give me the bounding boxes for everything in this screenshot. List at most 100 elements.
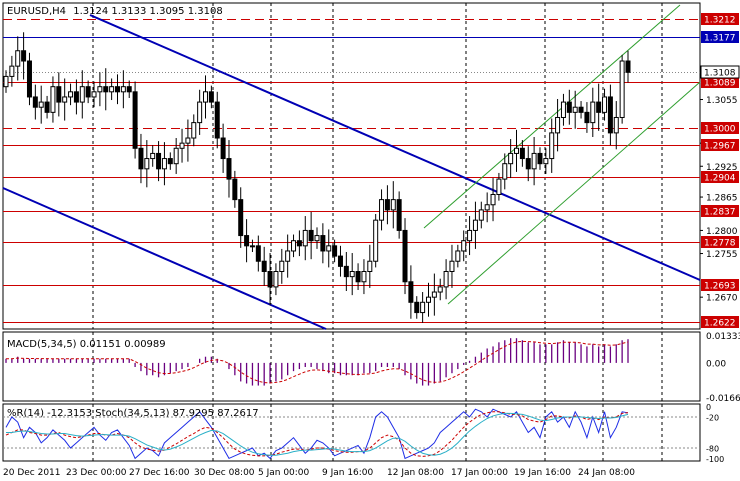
price-bar-body — [619, 60, 625, 118]
time-gridlines — [2, 3, 663, 461]
channel-upper-line — [423, 4, 681, 229]
price-bar-body — [449, 260, 455, 273]
price-bar-body — [455, 250, 461, 262]
time-tick-label: 20 Dec 2011 — [3, 468, 61, 478]
price-tick-label: 1.2800 — [706, 227, 738, 237]
oscillator-tick-label: -20 — [706, 413, 719, 422]
price-bar-body — [249, 245, 255, 248]
price-level-tag-label: 1.2904 — [704, 174, 736, 184]
price-bar-body — [50, 86, 56, 113]
price-bar-body — [461, 240, 467, 252]
current-price-tag-label: 1.3108 — [704, 69, 736, 79]
price-bar-body — [226, 158, 232, 180]
price-bar-body — [332, 245, 338, 257]
oscillator-panel[interactable] — [2, 403, 701, 462]
macd-title: MACD(5,34,5) 0.01151 0.00989 — [7, 339, 166, 350]
price-bar-body — [120, 86, 126, 93]
price-bar-body — [367, 260, 373, 273]
price-bar-body — [185, 137, 191, 144]
price-level-tag-label: 1.3089 — [704, 79, 736, 89]
price-bar-body — [484, 204, 490, 211]
price-bar-body — [255, 245, 261, 262]
price-bar-body — [296, 240, 302, 247]
price-bar-body — [602, 96, 608, 113]
price-level-tag — [701, 236, 739, 248]
price-bar-body — [73, 91, 79, 103]
symbol-label: EURUSD,H4 — [7, 6, 66, 17]
price-bar-body — [408, 281, 414, 303]
price-bar-body — [44, 101, 50, 113]
price-bar-body — [273, 271, 279, 288]
price-axis: 1.30551.29701.29251.28651.28001.27551.26… — [700, 13, 740, 464]
price-bar-body — [472, 219, 478, 231]
price-bar-body — [502, 163, 508, 180]
price-bar-body — [68, 91, 74, 98]
price-level-tag-label: 1.2622 — [704, 319, 736, 329]
price-bar-body — [156, 152, 162, 170]
price-level-tag — [701, 13, 739, 25]
price-bar-body — [525, 158, 531, 170]
price-bar-body — [132, 91, 138, 149]
price-bar-body — [103, 86, 109, 93]
price-bar-body — [114, 86, 120, 93]
price-bar-body — [490, 193, 496, 206]
price-bar-body — [261, 260, 267, 273]
price-bar-body — [584, 111, 590, 124]
price-level-tag — [701, 122, 739, 134]
price-level-tag-label: 1.2778 — [704, 239, 736, 249]
price-bar-body — [79, 86, 85, 103]
time-tick-label: 5 Jan 00:00 — [258, 468, 310, 478]
price-bar-body — [9, 65, 15, 77]
oscillator-tick-label: 0 — [706, 403, 711, 412]
price-bar-body — [308, 229, 314, 242]
price-bar-body — [425, 296, 431, 303]
price-bar-body — [32, 96, 38, 108]
macd-tick-label: -0.01669 — [706, 394, 740, 404]
price-bar-body — [437, 286, 443, 293]
price-bar-body — [531, 152, 537, 170]
price-bar-body — [402, 229, 408, 283]
time-tick-label: 30 Dec 08:00 — [194, 468, 255, 478]
price-level-tag-label: 1.3177 — [704, 34, 736, 44]
price-bar-body — [150, 152, 156, 160]
price-bar-body — [361, 271, 367, 283]
price-level-tag — [701, 76, 739, 88]
price-bar-body — [549, 132, 555, 160]
price-bar-body — [326, 245, 332, 252]
price-levels — [3, 19, 700, 323]
price-bar-body — [244, 235, 250, 247]
oscillator-series-line — [6, 412, 629, 456]
time-tick-label: 24 Jan 08:00 — [578, 468, 635, 478]
price-bar-body — [144, 158, 150, 170]
price-tick-label: 1.3055 — [706, 96, 738, 106]
price-level-tag — [701, 31, 739, 43]
price-bar-body — [343, 265, 349, 278]
price-bar-body — [349, 271, 355, 278]
price-bar-body — [208, 91, 214, 103]
price-level-tag — [701, 171, 739, 183]
price-bar-body — [15, 50, 21, 67]
price-bar-body — [161, 158, 167, 170]
macd-panel[interactable] — [2, 331, 701, 402]
macd-histogram — [5, 338, 629, 386]
oscillator-tick-label: -80 — [706, 445, 719, 454]
price-tick-label: 1.2755 — [706, 250, 738, 260]
price-bar-body — [396, 199, 402, 231]
price-bar-body — [167, 158, 173, 165]
price-bar-body — [279, 260, 285, 273]
price-bar-body — [3, 75, 9, 88]
price-bar-body — [496, 178, 502, 195]
price-bars — [3, 32, 631, 323]
time-tick-label: 9 Jan 16:00 — [322, 468, 374, 478]
price-bar-body — [85, 86, 91, 98]
macd-tick-label: 0.00 — [706, 359, 726, 369]
price-bar-body — [337, 255, 343, 267]
price-level-tag-label: 1.3000 — [704, 125, 736, 135]
price-bar-body — [443, 271, 449, 288]
price-bar-body — [97, 86, 103, 93]
price-bar-body — [596, 101, 602, 113]
price-bar-body — [514, 147, 520, 154]
price-bar-body — [390, 199, 396, 211]
price-bar-body — [566, 101, 572, 113]
